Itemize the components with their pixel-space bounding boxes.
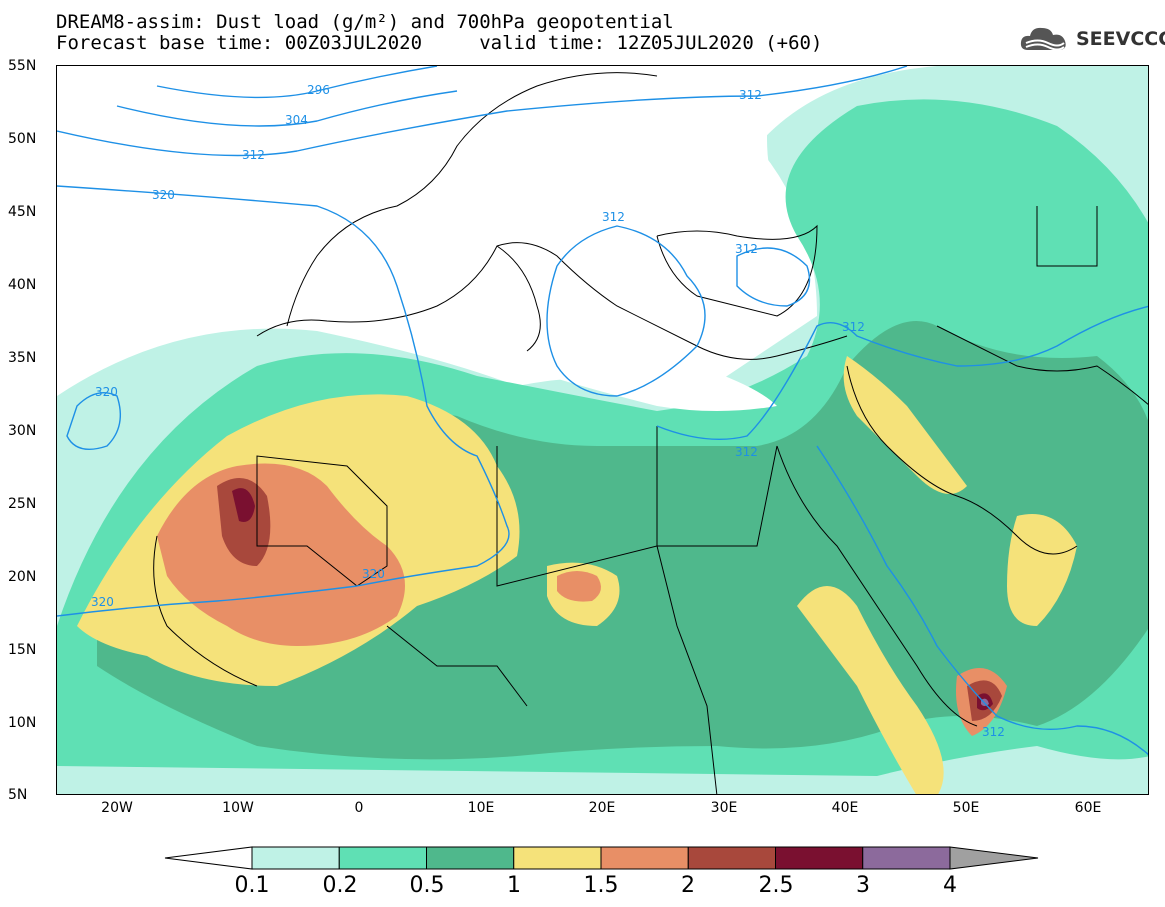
colorbar-swatch — [600, 846, 689, 870]
clear-area-europe — [237, 66, 777, 411]
lat-tick-label: 5N — [8, 787, 28, 803]
lat-tick-label: 20N — [8, 569, 37, 585]
contour-label: 304 — [285, 113, 308, 127]
colorbar-swatch — [862, 846, 951, 870]
colorbar-label: 2 — [681, 873, 695, 898]
dust-level-2.5 — [232, 488, 255, 522]
dust-level-1-east — [797, 586, 944, 794]
contour-label: 312 — [242, 148, 265, 162]
lat-tick-label: 25N — [8, 496, 37, 512]
lon-tick-label: 10W — [222, 800, 254, 816]
contour-label: 320 — [91, 595, 114, 609]
colorbar-swatch — [338, 846, 427, 870]
contour-label: 320 — [152, 188, 175, 202]
lon-tick-label: 30E — [710, 800, 738, 816]
geopotential-contours — [57, 66, 1148, 756]
lon-tick-label: 20W — [101, 800, 133, 816]
lat-tick-label: 45N — [8, 204, 37, 220]
colorbar-swatch — [687, 846, 776, 870]
lat-tick-label: 40N — [8, 277, 37, 293]
colorbar-max-arrow — [949, 846, 1039, 870]
contour-312-med — [546, 225, 706, 397]
map-subtitle: Forecast base time: 00Z03JUL2020 valid t… — [56, 32, 823, 54]
contour-label: 312 — [602, 210, 625, 224]
lat-tick-label: 10N — [8, 715, 37, 731]
contour-304 — [116, 90, 458, 127]
lat-tick-label: 35N — [8, 350, 37, 366]
contour-label: 312 — [982, 725, 1005, 739]
colorbar-label: 2.5 — [758, 873, 794, 898]
lon-tick-label: 20E — [588, 800, 616, 816]
contour-label: 320 — [95, 385, 118, 399]
lon-tick-label: 50E — [952, 800, 980, 816]
contour-label: 296 — [307, 83, 330, 97]
colorbar-swatch — [251, 846, 340, 870]
dust-level-1-arabia — [843, 356, 967, 494]
map-area: 296 304 312 320 320 312 312 312 312 312 … — [56, 65, 1149, 795]
colorbar-label: 1.5 — [583, 873, 619, 898]
contour-label: 312 — [842, 320, 865, 334]
lat-tick-label: 15N — [8, 642, 37, 658]
lat-tick-label: 55N — [8, 58, 37, 74]
lon-tick-label: 0 — [354, 800, 364, 816]
contour-label: 312 — [735, 242, 758, 256]
colorbar-label: 1 — [507, 873, 521, 898]
colorbar-label: 0.2 — [322, 873, 358, 898]
lat-tick-label: 50N — [8, 131, 37, 147]
contour-labels: 296 304 312 320 320 312 312 312 312 312 … — [91, 83, 1005, 739]
logo-text: SEEVCCC — [1076, 28, 1165, 50]
lon-tick-label: 10E — [467, 800, 495, 816]
lon-tick-label: 60E — [1074, 800, 1102, 816]
map-title: DREAM8-assim: Dust load (g/m²) and 700hP… — [56, 11, 674, 33]
lon-tick-label: 40E — [831, 800, 859, 816]
contour-320-north — [57, 185, 510, 617]
contour-label: 320 — [362, 567, 385, 581]
colorbar-label: 3 — [856, 873, 870, 898]
colorbar-swatch — [775, 846, 864, 870]
dust-level-1-oman — [1007, 514, 1077, 626]
cloud-logo-icon — [1020, 27, 1066, 51]
colorbar-swatch — [426, 846, 515, 870]
contour-320-wafrica — [66, 392, 121, 450]
contour-312-east — [656, 305, 1148, 440]
contour-312-blacksea — [736, 247, 811, 307]
seevccc-logo: SEEVCCC — [1018, 22, 1165, 56]
colorbar-min-arrow — [164, 846, 253, 870]
contour-label: 312 — [739, 88, 762, 102]
coastlines — [153, 72, 1148, 794]
contour-296 — [156, 66, 438, 99]
lat-tick-label: 30N — [8, 423, 37, 439]
colorbar-label: 0.5 — [409, 873, 445, 898]
contour-312-south — [816, 445, 1148, 756]
dust-map: 296 304 312 320 320 312 312 312 312 312 … — [57, 66, 1148, 794]
contour-312-north — [57, 66, 908, 157]
dust-shading — [57, 66, 1148, 794]
colorbar-label: 0.1 — [234, 873, 270, 898]
colorbar-swatch — [513, 846, 602, 870]
colorbar-label: 4 — [943, 873, 957, 898]
dust-level-1.5-chad — [557, 571, 601, 602]
contour-label: 312 — [735, 445, 758, 459]
